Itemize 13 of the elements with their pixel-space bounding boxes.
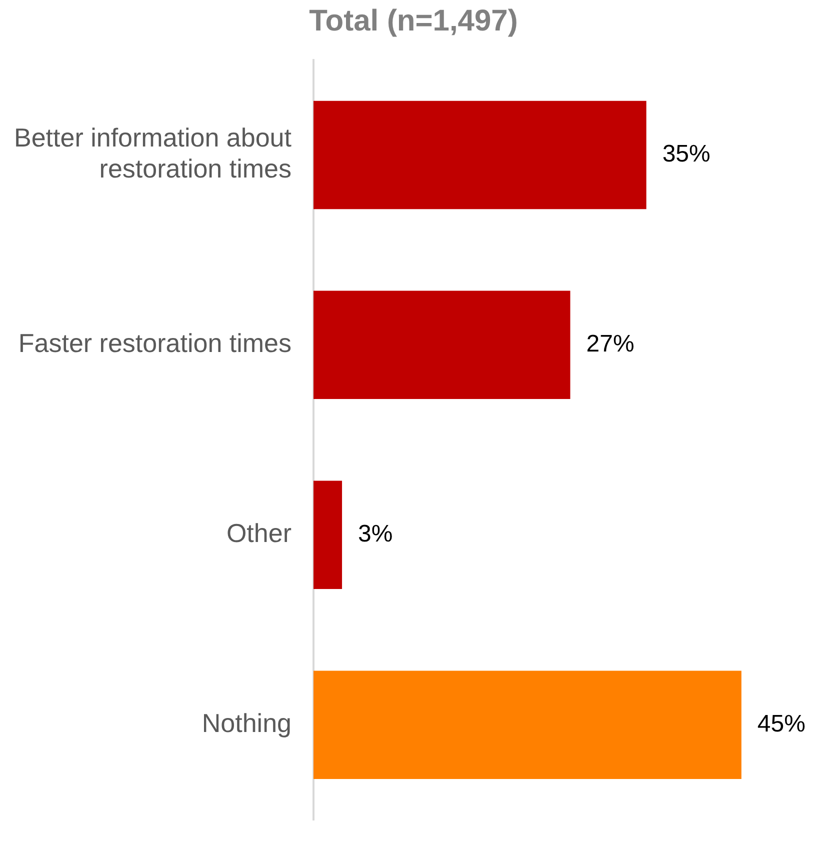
bar [313,480,342,590]
bar [313,100,646,210]
data-label: 27% [586,330,634,358]
y-tick-label: Other [226,518,292,548]
y-tick-label: Better information about restoration times [14,122,292,184]
data-label: 35% [662,140,710,168]
data-label: 3% [358,520,393,548]
y-tick-label: Nothing [202,708,292,738]
y-tick-label: Faster restoration times [18,328,292,358]
chart-title: Total (n=1,497) [309,4,518,38]
bar [313,290,570,400]
data-label: 45% [757,710,806,738]
bar [313,670,742,779]
